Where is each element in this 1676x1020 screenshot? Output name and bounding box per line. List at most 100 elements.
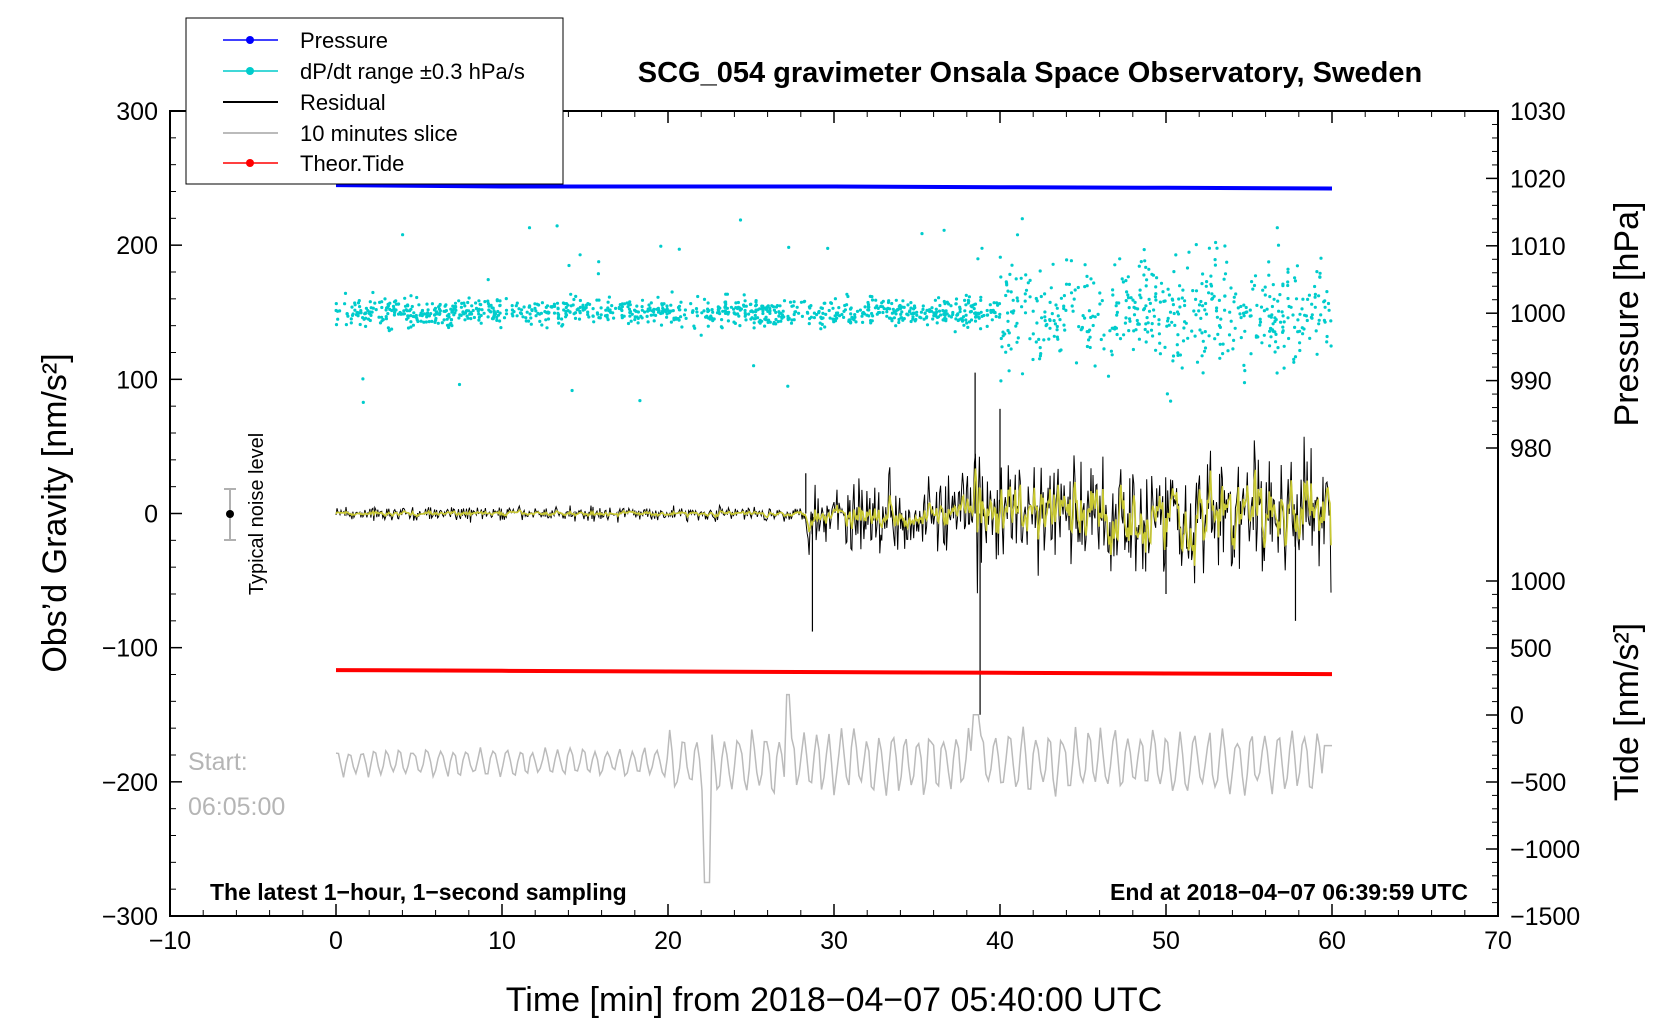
dpdt-point [753, 317, 757, 321]
dpdt-point [362, 317, 366, 321]
dpdt-point [1158, 341, 1162, 345]
dpdt-point [1325, 340, 1329, 344]
dpdt-point [502, 316, 507, 320]
dpdt-point [1009, 347, 1013, 351]
dpdt-point [1329, 344, 1333, 348]
dpdt-point [552, 311, 557, 315]
dpdt-point [786, 384, 790, 388]
dpdt-point [1059, 296, 1063, 300]
dpdt-point [1088, 335, 1092, 339]
dpdt-point [1124, 316, 1128, 320]
dpdt-point [534, 314, 538, 318]
dpdt-point [1042, 338, 1046, 342]
dpdt-point [463, 318, 467, 322]
dpdt-point [724, 300, 728, 304]
dpdt-point [1109, 349, 1113, 353]
dpdt-point [476, 309, 480, 313]
dpdt-point [992, 301, 996, 305]
dpdt-point [1015, 296, 1019, 300]
dpdt-point [620, 305, 625, 309]
dpdt-point [1227, 333, 1232, 337]
dpdt-point [584, 303, 589, 307]
dpdt-point [1269, 335, 1273, 339]
dpdt-point [1040, 316, 1044, 320]
pressure-tick-label: 980 [1510, 435, 1552, 463]
dpdt-point [480, 308, 484, 312]
dpdt-point [764, 318, 768, 322]
dpdt-point [530, 308, 534, 312]
dpdt-point [780, 313, 785, 317]
dpdt-point [425, 302, 429, 306]
dpdt-point [394, 302, 398, 306]
dpdt-point [879, 304, 883, 309]
dpdt-point [1177, 297, 1181, 301]
y-tick-label: 300 [116, 98, 158, 126]
dpdt-point [1181, 339, 1186, 343]
dpdt-point [837, 314, 842, 318]
dpdt-point [763, 306, 767, 310]
dpdt-point [772, 308, 777, 312]
dpdt-point [787, 245, 791, 249]
dpdt-point [956, 318, 960, 323]
dpdt-point [1232, 300, 1236, 304]
dpdt-point [1144, 340, 1148, 344]
dpdt-point [906, 303, 910, 307]
dpdt-point [482, 311, 486, 315]
legend-label-dpdt: dP/dt range ±0.3 hPa/s [300, 59, 525, 84]
dpdt-point [655, 307, 659, 311]
tide-axis-title: Tide [nm/s²] [1608, 623, 1646, 801]
y-tick-label: −200 [102, 769, 158, 797]
dpdt-point [921, 307, 925, 311]
dpdt-point [706, 324, 710, 328]
dpdt-point [684, 316, 688, 320]
dpdt-point [1223, 308, 1227, 312]
dpdt-point [462, 312, 466, 316]
dpdt-point [870, 298, 875, 302]
dpdt-point [823, 325, 827, 329]
dpdt-point [617, 305, 621, 310]
dpdt-point [392, 313, 396, 317]
dpdt-point [1293, 279, 1297, 283]
dpdt-point [1039, 294, 1043, 299]
dpdt-point [742, 304, 746, 308]
dpdt-point [1012, 309, 1016, 313]
dpdt-point [374, 308, 378, 312]
noise-label: Typical noise level [246, 433, 268, 595]
dpdt-point [911, 315, 915, 319]
dpdt-point [659, 323, 664, 327]
dpdt-point [1292, 360, 1296, 364]
dpdt-point [578, 305, 583, 309]
dpdt-point [1167, 323, 1171, 327]
tide-tick-label: −1000 [1510, 836, 1580, 864]
dpdt-point [747, 312, 751, 316]
dpdt-point [442, 309, 446, 313]
dpdt-point [1131, 298, 1135, 302]
dpdt-point [1115, 332, 1119, 337]
dpdt-point [876, 306, 880, 310]
dpdt-point [702, 297, 707, 301]
dpdt-point [669, 320, 674, 324]
dpdt-point [1062, 306, 1066, 311]
dpdt-point [967, 295, 972, 299]
dpdt-point [881, 299, 885, 303]
dpdt-point [891, 307, 895, 311]
dpdt-point [596, 272, 601, 276]
dpdt-point [1310, 313, 1314, 317]
dpdt-point [486, 302, 490, 306]
dpdt-point [1275, 371, 1279, 375]
dpdt-point [486, 315, 490, 319]
dpdt-point [890, 319, 894, 323]
dpdt-point [1174, 253, 1178, 257]
dpdt-point [1286, 283, 1290, 288]
dpdt-point [1287, 336, 1291, 341]
dpdt-point [1226, 349, 1230, 353]
dpdt-point [1251, 287, 1255, 291]
dpdt-point [1006, 328, 1010, 333]
dpdt-point [943, 311, 947, 316]
start-label: Start: [188, 748, 248, 776]
dpdt-point [1102, 333, 1106, 337]
dpdt-point [493, 310, 497, 315]
dpdt-point [696, 294, 700, 299]
dpdt-point [417, 303, 421, 307]
dpdt-point [677, 308, 682, 312]
